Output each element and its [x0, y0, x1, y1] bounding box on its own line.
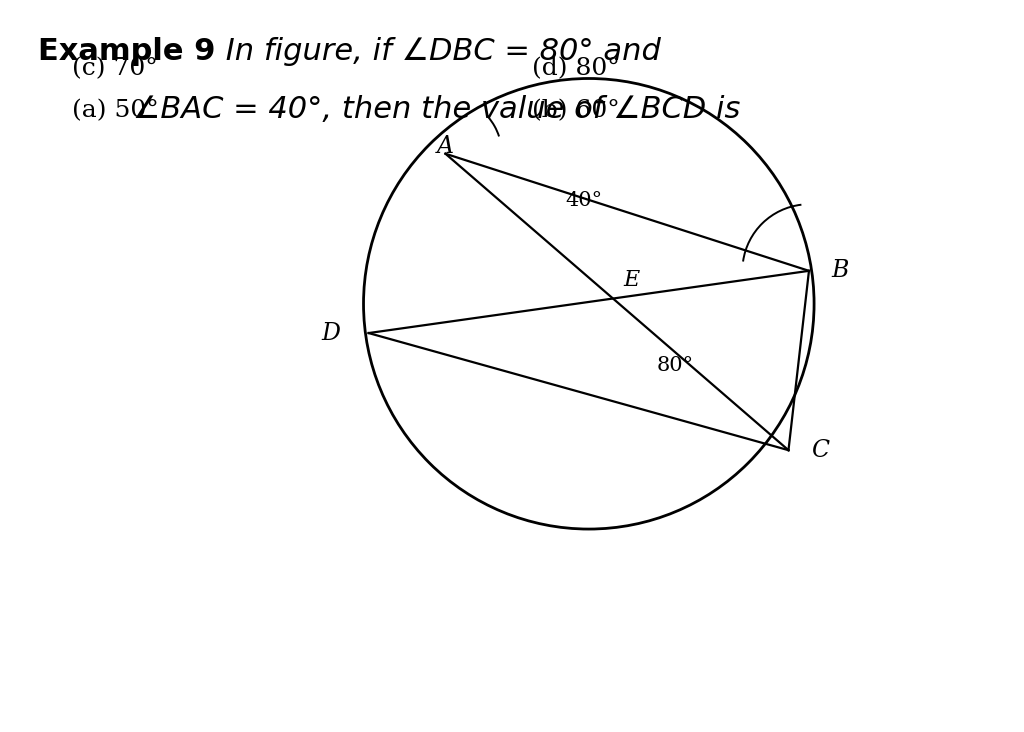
- Text: (c) 70°: (c) 70°: [72, 57, 158, 80]
- Text: (b) 60°: (b) 60°: [532, 99, 621, 122]
- Text: (a) 50°: (a) 50°: [72, 99, 159, 122]
- Text: E: E: [624, 269, 640, 291]
- Text: (d) 80°: (d) 80°: [532, 57, 621, 80]
- Text: In figure, if ∠DBC = 80° and: In figure, if ∠DBC = 80° and: [216, 37, 660, 67]
- Text: B: B: [831, 259, 849, 283]
- Text: 40°: 40°: [565, 192, 602, 211]
- Text: D: D: [321, 321, 340, 345]
- Text: A: A: [437, 135, 454, 158]
- Text: Example 9: Example 9: [38, 37, 215, 67]
- Text: ∠BAC = 40°, then the value of ∠BCD is: ∠BAC = 40°, then the value of ∠BCD is: [133, 95, 740, 124]
- Text: C: C: [811, 438, 829, 462]
- Text: 80°: 80°: [657, 356, 694, 375]
